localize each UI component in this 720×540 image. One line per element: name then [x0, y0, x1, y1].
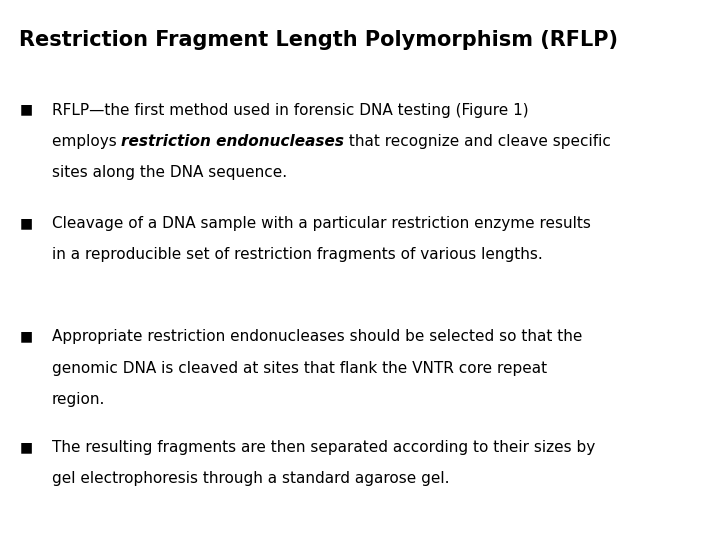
Text: sites along the DNA sequence.: sites along the DNA sequence. — [52, 165, 287, 180]
Text: ■: ■ — [19, 216, 32, 230]
Text: in a reproducible set of restriction fragments of various lengths.: in a reproducible set of restriction fra… — [52, 247, 543, 262]
Text: that recognize and cleave specific: that recognize and cleave specific — [344, 134, 611, 149]
Text: genomic DNA is cleaved at sites that flank the VNTR core repeat: genomic DNA is cleaved at sites that fla… — [52, 361, 547, 376]
Text: The resulting fragments are then separated according to their sizes by: The resulting fragments are then separat… — [52, 440, 595, 455]
Text: RFLP—the first method used in forensic DNA testing (Figure 1): RFLP—the first method used in forensic D… — [52, 103, 528, 118]
Text: Appropriate restriction endonucleases should be selected so that the: Appropriate restriction endonucleases sh… — [52, 329, 582, 345]
Text: restriction endonucleases: restriction endonucleases — [122, 134, 344, 149]
Text: region.: region. — [52, 392, 105, 407]
Text: Cleavage of a DNA sample with a particular restriction enzyme results: Cleavage of a DNA sample with a particul… — [52, 216, 590, 231]
Text: ■: ■ — [19, 329, 32, 343]
Text: ■: ■ — [19, 103, 32, 117]
Text: ■: ■ — [19, 440, 32, 454]
Text: Restriction Fragment Length Polymorphism (RFLP): Restriction Fragment Length Polymorphism… — [19, 30, 618, 50]
Text: employs: employs — [52, 134, 122, 149]
Text: gel electrophoresis through a standard agarose gel.: gel electrophoresis through a standard a… — [52, 471, 449, 487]
